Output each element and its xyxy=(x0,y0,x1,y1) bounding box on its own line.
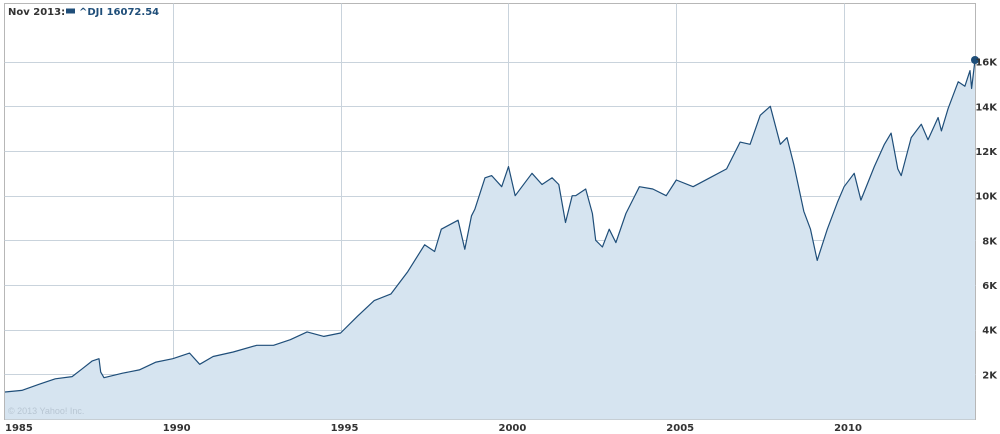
x-tick-label: 2005 xyxy=(666,423,694,434)
legend-series-label: ^DJI 16072.54 xyxy=(79,7,159,18)
y-tick-label: 8K xyxy=(982,236,998,247)
y-tick-label: 14K xyxy=(975,102,998,113)
legend-swatch xyxy=(66,8,75,14)
series-line xyxy=(4,59,976,393)
legend-date: Nov 2013: xyxy=(8,7,65,18)
y-tick-label: 10K xyxy=(975,192,998,203)
x-tick-label: 1990 xyxy=(163,423,191,434)
y-tick-label: 2K xyxy=(982,370,998,381)
y-tick-label: 6K xyxy=(982,281,998,292)
x-tick-label: 1985 xyxy=(5,423,33,434)
y-tick-label: 12K xyxy=(975,147,998,158)
x-tick-label: 2010 xyxy=(834,423,862,434)
x-axis-tick-labels: 1985 1990 1995 2000 2005 2010 xyxy=(5,423,862,434)
series-area-fill xyxy=(5,60,975,420)
y-tick-label: 16K xyxy=(975,58,998,69)
x-tick-label: 1995 xyxy=(331,423,359,434)
series-end-marker xyxy=(971,56,979,64)
x-tick-label: 2000 xyxy=(499,423,527,434)
y-tick-label: 4K xyxy=(982,326,998,337)
y-axis-tick-labels: 2K 4K 6K 8K 10K 12K 14K 16K xyxy=(975,58,998,382)
copyright-credit: © 2013 Yahoo! Inc. xyxy=(8,406,84,416)
